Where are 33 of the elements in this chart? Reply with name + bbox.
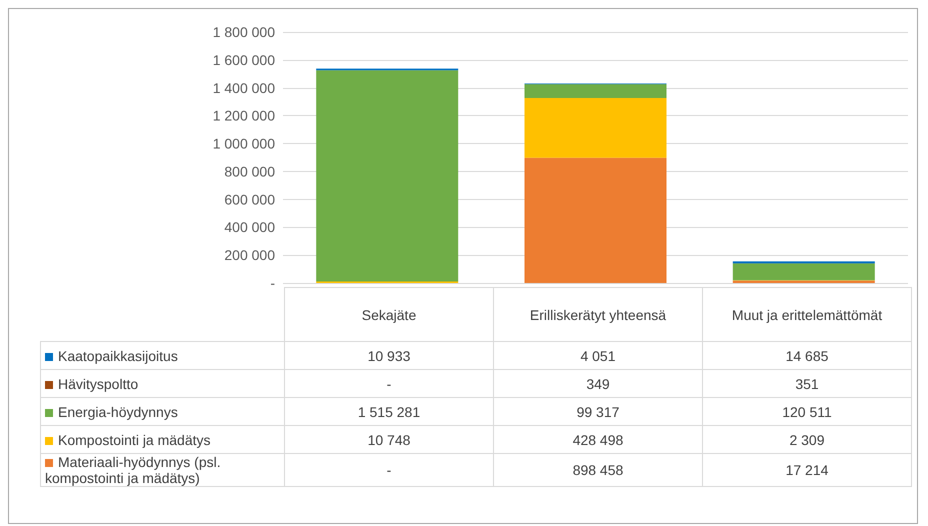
x-tick-label: Sekajäte bbox=[284, 288, 494, 342]
data-label: 17 214 bbox=[702, 454, 912, 486]
legend-label: Kaatopaikkasijoitus bbox=[40, 342, 284, 370]
x-tick-label: Erilliskerätyt yhteensä bbox=[494, 288, 702, 342]
data-label: 349 bbox=[494, 370, 702, 398]
legend-label: Materiaali-hyödynnys (psl. kompostointi ja mädätys) bbox=[40, 454, 284, 486]
data-label: 2 309 bbox=[702, 426, 912, 454]
y-tick-label: 1 600 000 bbox=[212, 52, 276, 68]
y-tick-label: 1 200 000 bbox=[212, 108, 276, 124]
data-label: 4 051 bbox=[494, 342, 702, 370]
data-label: 428 498 bbox=[494, 426, 702, 454]
data-label: 120 511 bbox=[702, 398, 912, 426]
y-tick-label: 800 000 bbox=[224, 163, 276, 180]
y-tick-label: 400 000 bbox=[224, 219, 276, 236]
y-tick-label: 200 000 bbox=[224, 247, 276, 264]
y-tick-label: 1 400 000 bbox=[212, 80, 276, 96]
legend-label: Kompostointi ja mädätys bbox=[40, 426, 284, 454]
data-label: 898 458 bbox=[494, 454, 702, 486]
x-tick-label: Muut ja erittelemättömät bbox=[702, 288, 912, 342]
y-tick-label: 600 000 bbox=[224, 191, 276, 208]
legend-label: Hävityspoltto bbox=[40, 370, 284, 398]
text: - bbox=[386, 376, 392, 392]
data-label: 99 317 bbox=[494, 398, 702, 426]
data-label: 351 bbox=[702, 370, 912, 398]
y-tick-label: - bbox=[270, 275, 276, 291]
y-tick-label: 1 000 000 bbox=[212, 136, 276, 152]
data-label: 1 515 281 bbox=[284, 398, 494, 426]
y-tick-label: 1 800 000 bbox=[212, 24, 276, 40]
data-label: 10 748 bbox=[284, 426, 494, 454]
data-label: 10 933 bbox=[284, 342, 494, 370]
data-label: 14 685 bbox=[702, 342, 912, 370]
text: - bbox=[386, 462, 392, 478]
legend-label: Energia-höydynnys bbox=[40, 398, 284, 426]
